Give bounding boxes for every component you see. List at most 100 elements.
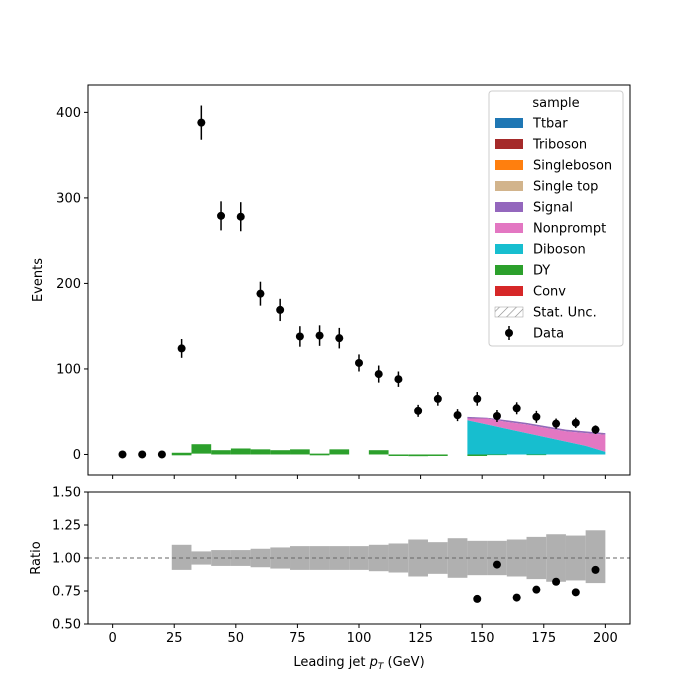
ratio-point	[571, 588, 580, 597]
y-axis-label: Events	[31, 258, 46, 302]
x-tick-label: 50	[228, 631, 245, 646]
legend-swatch	[495, 139, 523, 149]
legend-title: sample	[532, 96, 579, 111]
legend-label: Single top	[533, 180, 598, 195]
data-point	[552, 419, 561, 428]
legend-item: Conv	[495, 285, 566, 300]
x-tick-label: 150	[470, 631, 495, 646]
ratio-point	[591, 565, 600, 574]
legend-label: Nonprompt	[533, 222, 606, 237]
data-point	[453, 411, 462, 420]
data-point	[276, 305, 285, 314]
y-tick-label: 100	[56, 362, 81, 377]
ratio-y-tick-label: 1.50	[52, 486, 81, 501]
legend-item: Data	[505, 326, 564, 342]
data-point	[315, 331, 324, 340]
data-point	[118, 450, 127, 459]
data-point	[335, 334, 344, 343]
ratio-y-axis-label: Ratio	[29, 541, 44, 574]
dy-bar	[191, 444, 212, 454]
data-point	[197, 118, 206, 127]
legend-swatch	[495, 202, 523, 212]
data-point	[355, 358, 363, 367]
ratio-panel: 0.50 0.75 1.00 1.25 1.50 0 25 50 75 100 125 150 175 2…	[29, 486, 631, 672]
legend-item: Signal	[495, 201, 573, 216]
ratio-unc-band	[171, 544, 192, 570]
legend-swatch	[495, 118, 523, 128]
x-tick-label: 0	[108, 631, 116, 646]
legend-swatch	[495, 286, 523, 296]
x-tick-label: 175	[531, 631, 556, 646]
legend-swatch-hatch	[494, 306, 524, 318]
ratio-unc-band	[427, 542, 448, 574]
legend-swatch	[495, 244, 523, 254]
ratio-unc-band	[230, 550, 251, 566]
dy-bar	[270, 450, 291, 455]
legend-box	[488, 90, 624, 347]
dy-bar	[329, 449, 350, 455]
data-point	[414, 406, 423, 415]
legend-marker	[505, 329, 513, 337]
ratio-unc-band	[565, 535, 586, 581]
x-axis-label: Leading jet pT (GeV)	[293, 655, 424, 672]
ratio-unc-band	[329, 546, 350, 570]
legend-label: Ttbar	[532, 117, 568, 132]
data-point	[433, 394, 442, 403]
legend-label: Conv	[533, 285, 566, 300]
data-point	[571, 418, 580, 427]
x-tick-label: 75	[289, 631, 306, 646]
ratio-y-tick-label: 0.50	[52, 618, 81, 633]
data-point	[591, 425, 600, 434]
legend-swatch	[495, 223, 523, 233]
dy-bar	[290, 449, 310, 455]
legend-label: Singleboson	[533, 159, 612, 174]
dy-bar	[211, 450, 231, 455]
data-point	[256, 289, 265, 298]
data-point	[177, 344, 186, 353]
diboson-stack	[467, 420, 606, 455]
legend-label: Diboson	[533, 243, 586, 258]
dy-bar	[408, 454, 428, 457]
dy-bar	[467, 454, 488, 456]
main-panel: 0 100 200 300 400 Events	[31, 84, 631, 479]
stat-unc-band	[467, 416, 606, 435]
ratio-unc-band	[447, 538, 468, 578]
dy-bar	[388, 454, 409, 456]
y-tick-label: 400	[56, 106, 81, 121]
ratio-unc-band	[250, 548, 271, 568]
legend-item: Ttbar	[495, 117, 568, 132]
data-point	[295, 332, 304, 341]
data-point	[532, 412, 541, 421]
legend-item: Nonprompt	[495, 222, 606, 237]
ratio-unc-band	[585, 530, 606, 584]
ratio-y-tick-label: 1.25	[52, 519, 81, 534]
x-tick-label: 125	[408, 631, 433, 646]
ratio-unc-band	[546, 534, 566, 582]
y-tick-label: 300	[56, 191, 81, 206]
legend-item: Diboson	[495, 243, 586, 258]
ratio-unc-band	[349, 546, 369, 570]
data-point	[512, 404, 521, 413]
x-tick-label: 200	[593, 631, 618, 646]
data-point	[157, 450, 166, 459]
y-tick-label: 200	[56, 277, 81, 292]
data-point	[394, 375, 403, 384]
data-point	[236, 212, 245, 221]
legend-swatch	[495, 181, 523, 191]
legend-swatch	[495, 160, 523, 170]
nonprompt-stack	[467, 418, 606, 452]
y-tick-label: 0	[73, 448, 81, 463]
ratio-point	[552, 577, 561, 586]
legend-swatch	[495, 265, 523, 275]
legend-label: Signal	[533, 201, 573, 216]
dy-bar	[368, 450, 389, 455]
dy-bar	[171, 452, 192, 456]
legend-label: DY	[533, 264, 550, 279]
data-point	[217, 211, 226, 220]
dy-bar	[230, 448, 251, 455]
ratio-y-tick-label: 0.75	[52, 585, 81, 600]
data-point	[138, 450, 147, 459]
legend-item: Single top	[495, 180, 598, 195]
x-tick-label: 25	[166, 631, 183, 646]
